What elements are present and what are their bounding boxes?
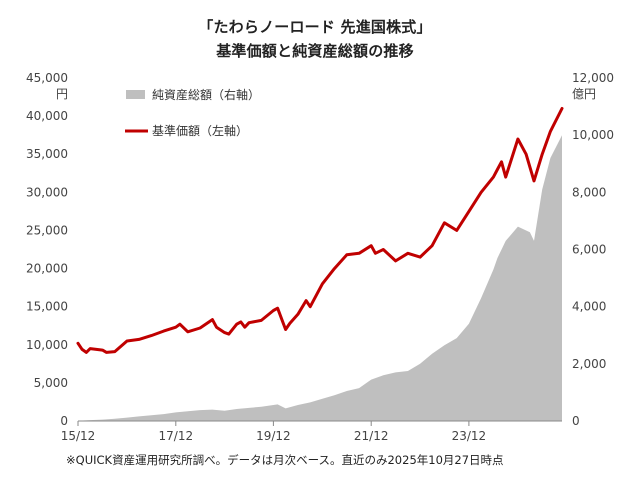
legend-aum-swatch (126, 90, 145, 99)
y-left-tick-label: 0 (60, 414, 68, 428)
y-left-tick-label: 15,000 (26, 300, 68, 314)
y-left-unit-label: 円 (56, 87, 68, 101)
y-right-tick-label: 0 (572, 414, 580, 428)
footnote: ※QUICK資産運用研究所調べ。データは月次ベース。直近のみ2025年10月27… (66, 453, 504, 467)
x-tick-label: 15/12 (61, 429, 96, 443)
y-right-tick-label: 4,000 (572, 300, 606, 314)
y-left-tick-label: 5,000 (34, 376, 68, 390)
y-left-tick-label: 35,000 (26, 147, 68, 161)
y-left-tick-label: 30,000 (26, 185, 68, 199)
x-tick-label: 23/12 (452, 429, 487, 443)
legend-nav-label: 基準価額（左軸） (152, 123, 248, 138)
x-tick-label: 21/12 (354, 429, 389, 443)
y-left-tick-label: 20,000 (26, 262, 68, 276)
nav-line-series (76, 107, 564, 354)
y-right-unit-label: 億円 (572, 87, 596, 101)
y-right-tick-label: 6,000 (572, 243, 606, 257)
y-left-tick-label: 40,000 (26, 109, 68, 123)
y-right-tick-label: 8,000 (572, 185, 606, 199)
x-tick-label: 17/12 (159, 429, 194, 443)
y-left-tick-label: 10,000 (26, 338, 68, 352)
y-right-tick-label: 10,000 (572, 128, 614, 142)
y-right-tick-label: 2,000 (572, 357, 606, 371)
aum-area-series (78, 135, 562, 421)
legend-aum-label: 純資産総額（右軸） (152, 87, 260, 102)
x-tick-label: 19/12 (256, 429, 291, 443)
y-right-tick-label: 12,000 (572, 71, 614, 85)
chart-title-line1: 「たわらノーロード 先進国株式」 (198, 18, 432, 36)
chart-title-line2: 基準価額と純資産総額の推移 (216, 42, 414, 60)
y-left-tick-label: 25,000 (26, 223, 68, 237)
y-left-tick-label: 45,000 (26, 71, 68, 85)
